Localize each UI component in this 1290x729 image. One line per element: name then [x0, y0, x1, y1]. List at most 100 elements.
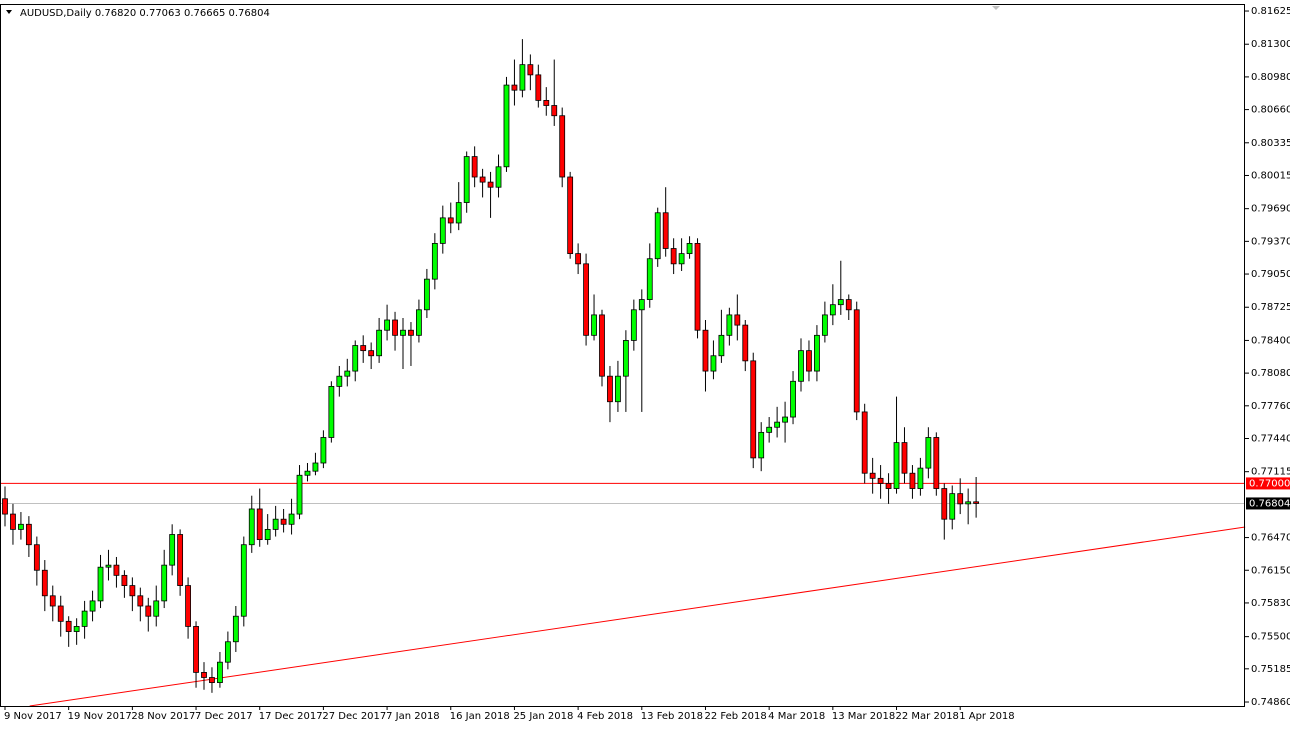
candle-body — [718, 334, 725, 357]
candle-body — [837, 299, 844, 306]
candle-body — [638, 299, 645, 311]
candle-body — [694, 242, 701, 331]
candle-body — [575, 253, 582, 265]
y-tick-label: 0.75185 — [1251, 664, 1290, 675]
candle-body — [814, 334, 820, 372]
y-tick-label: 0.80335 — [1251, 138, 1290, 149]
candle-body — [782, 416, 788, 423]
candle-body — [248, 508, 255, 546]
candle-body — [909, 472, 916, 489]
price-label-box — [1246, 477, 1290, 490]
x-tick-label: 4 Feb 2018 — [577, 711, 633, 722]
candle-body — [678, 253, 685, 265]
candle-body — [455, 202, 462, 224]
candle-body — [201, 671, 207, 678]
candle-body — [551, 105, 558, 117]
candle-body — [312, 462, 319, 472]
candle-body — [845, 299, 852, 311]
candle-body — [463, 156, 470, 203]
price-label-box — [1246, 497, 1290, 510]
y-tick-label: 0.78080 — [1251, 368, 1290, 379]
y-tick-label: 0.77440 — [1251, 433, 1290, 444]
candle-body — [439, 217, 446, 244]
price-label: 0.76804 — [1249, 498, 1290, 509]
candle-body — [806, 350, 812, 372]
candle-body — [145, 605, 152, 617]
x-tick-label: 16 Jan 2018 — [450, 711, 510, 722]
candle-body — [917, 467, 924, 489]
plot-frame — [0, 4, 1245, 707]
x-tick-label: 28 Nov 2017 — [131, 711, 195, 722]
candle-body — [73, 626, 80, 632]
candle-body — [296, 474, 303, 515]
y-tick-label: 0.78725 — [1251, 302, 1290, 313]
candle-body — [97, 566, 104, 602]
y-tick-label: 0.80015 — [1251, 170, 1290, 181]
candle-body — [750, 360, 757, 459]
x-tick-label: 1 Apr 2018 — [959, 711, 1014, 722]
candle-body — [336, 375, 343, 387]
candle-body — [949, 493, 956, 520]
candle-body — [25, 523, 32, 546]
candle-body — [583, 263, 589, 336]
candle-body — [790, 380, 796, 418]
candle-body — [209, 677, 215, 684]
candle-body — [232, 615, 239, 643]
candle-body — [431, 242, 438, 280]
candle-body — [392, 319, 398, 336]
x-tick-label: 19 Nov 2017 — [68, 711, 132, 722]
candle-body — [686, 242, 693, 255]
candle-body — [185, 585, 191, 627]
x-tick-label: 4 Mar 2018 — [768, 711, 825, 722]
candle-body — [408, 329, 414, 336]
candle-body — [869, 472, 876, 479]
x-tick-label: 7 Jan 2018 — [386, 711, 440, 722]
candle-body — [941, 488, 948, 520]
y-tick-label: 0.81625 — [1251, 6, 1290, 17]
candle-body — [423, 278, 430, 311]
candle-body — [447, 217, 454, 224]
candle-body — [933, 437, 940, 489]
candle-body — [49, 595, 56, 607]
x-tick-label: 22 Feb 2018 — [704, 711, 766, 722]
candle-body — [169, 534, 176, 566]
candle-body — [821, 314, 828, 336]
candle-body — [670, 248, 677, 265]
candle-body — [376, 329, 383, 357]
y-tick-label: 0.81300 — [1251, 39, 1290, 50]
y-tick-label: 0.75500 — [1251, 632, 1290, 643]
candle-body — [726, 314, 733, 336]
candle-body — [89, 600, 96, 612]
candle-body — [615, 375, 621, 403]
x-tick-label: 9 Nov 2017 — [4, 711, 62, 722]
candle-body — [758, 431, 765, 459]
candle-body — [495, 166, 502, 188]
candle-body — [217, 661, 223, 684]
candle-body — [654, 212, 661, 260]
y-tick-label: 0.76470 — [1251, 533, 1290, 544]
candle-body — [129, 585, 136, 597]
candle-body — [2, 498, 8, 515]
candle-body — [503, 84, 510, 168]
candle-body — [798, 350, 804, 382]
candle-body — [973, 501, 980, 504]
price-label: 0.77000 — [1249, 478, 1290, 489]
candle-body — [161, 564, 168, 602]
candle-body — [885, 483, 892, 489]
candle-body — [559, 115, 566, 178]
candle-body — [177, 534, 184, 586]
candle-body — [10, 513, 16, 530]
x-tick-label: 13 Feb 2018 — [641, 711, 703, 722]
candle-body — [742, 324, 749, 362]
candle-body — [18, 523, 24, 530]
x-tick-label: 17 Dec 2017 — [259, 711, 323, 722]
candle-body — [710, 355, 717, 372]
candle-body — [734, 314, 741, 326]
y-tick-label: 0.75830 — [1251, 598, 1290, 609]
x-tick-label: 22 Mar 2018 — [896, 711, 959, 722]
candle-body — [57, 605, 64, 622]
candle-body — [137, 595, 144, 607]
x-tick-label: 7 Dec 2017 — [195, 711, 253, 722]
